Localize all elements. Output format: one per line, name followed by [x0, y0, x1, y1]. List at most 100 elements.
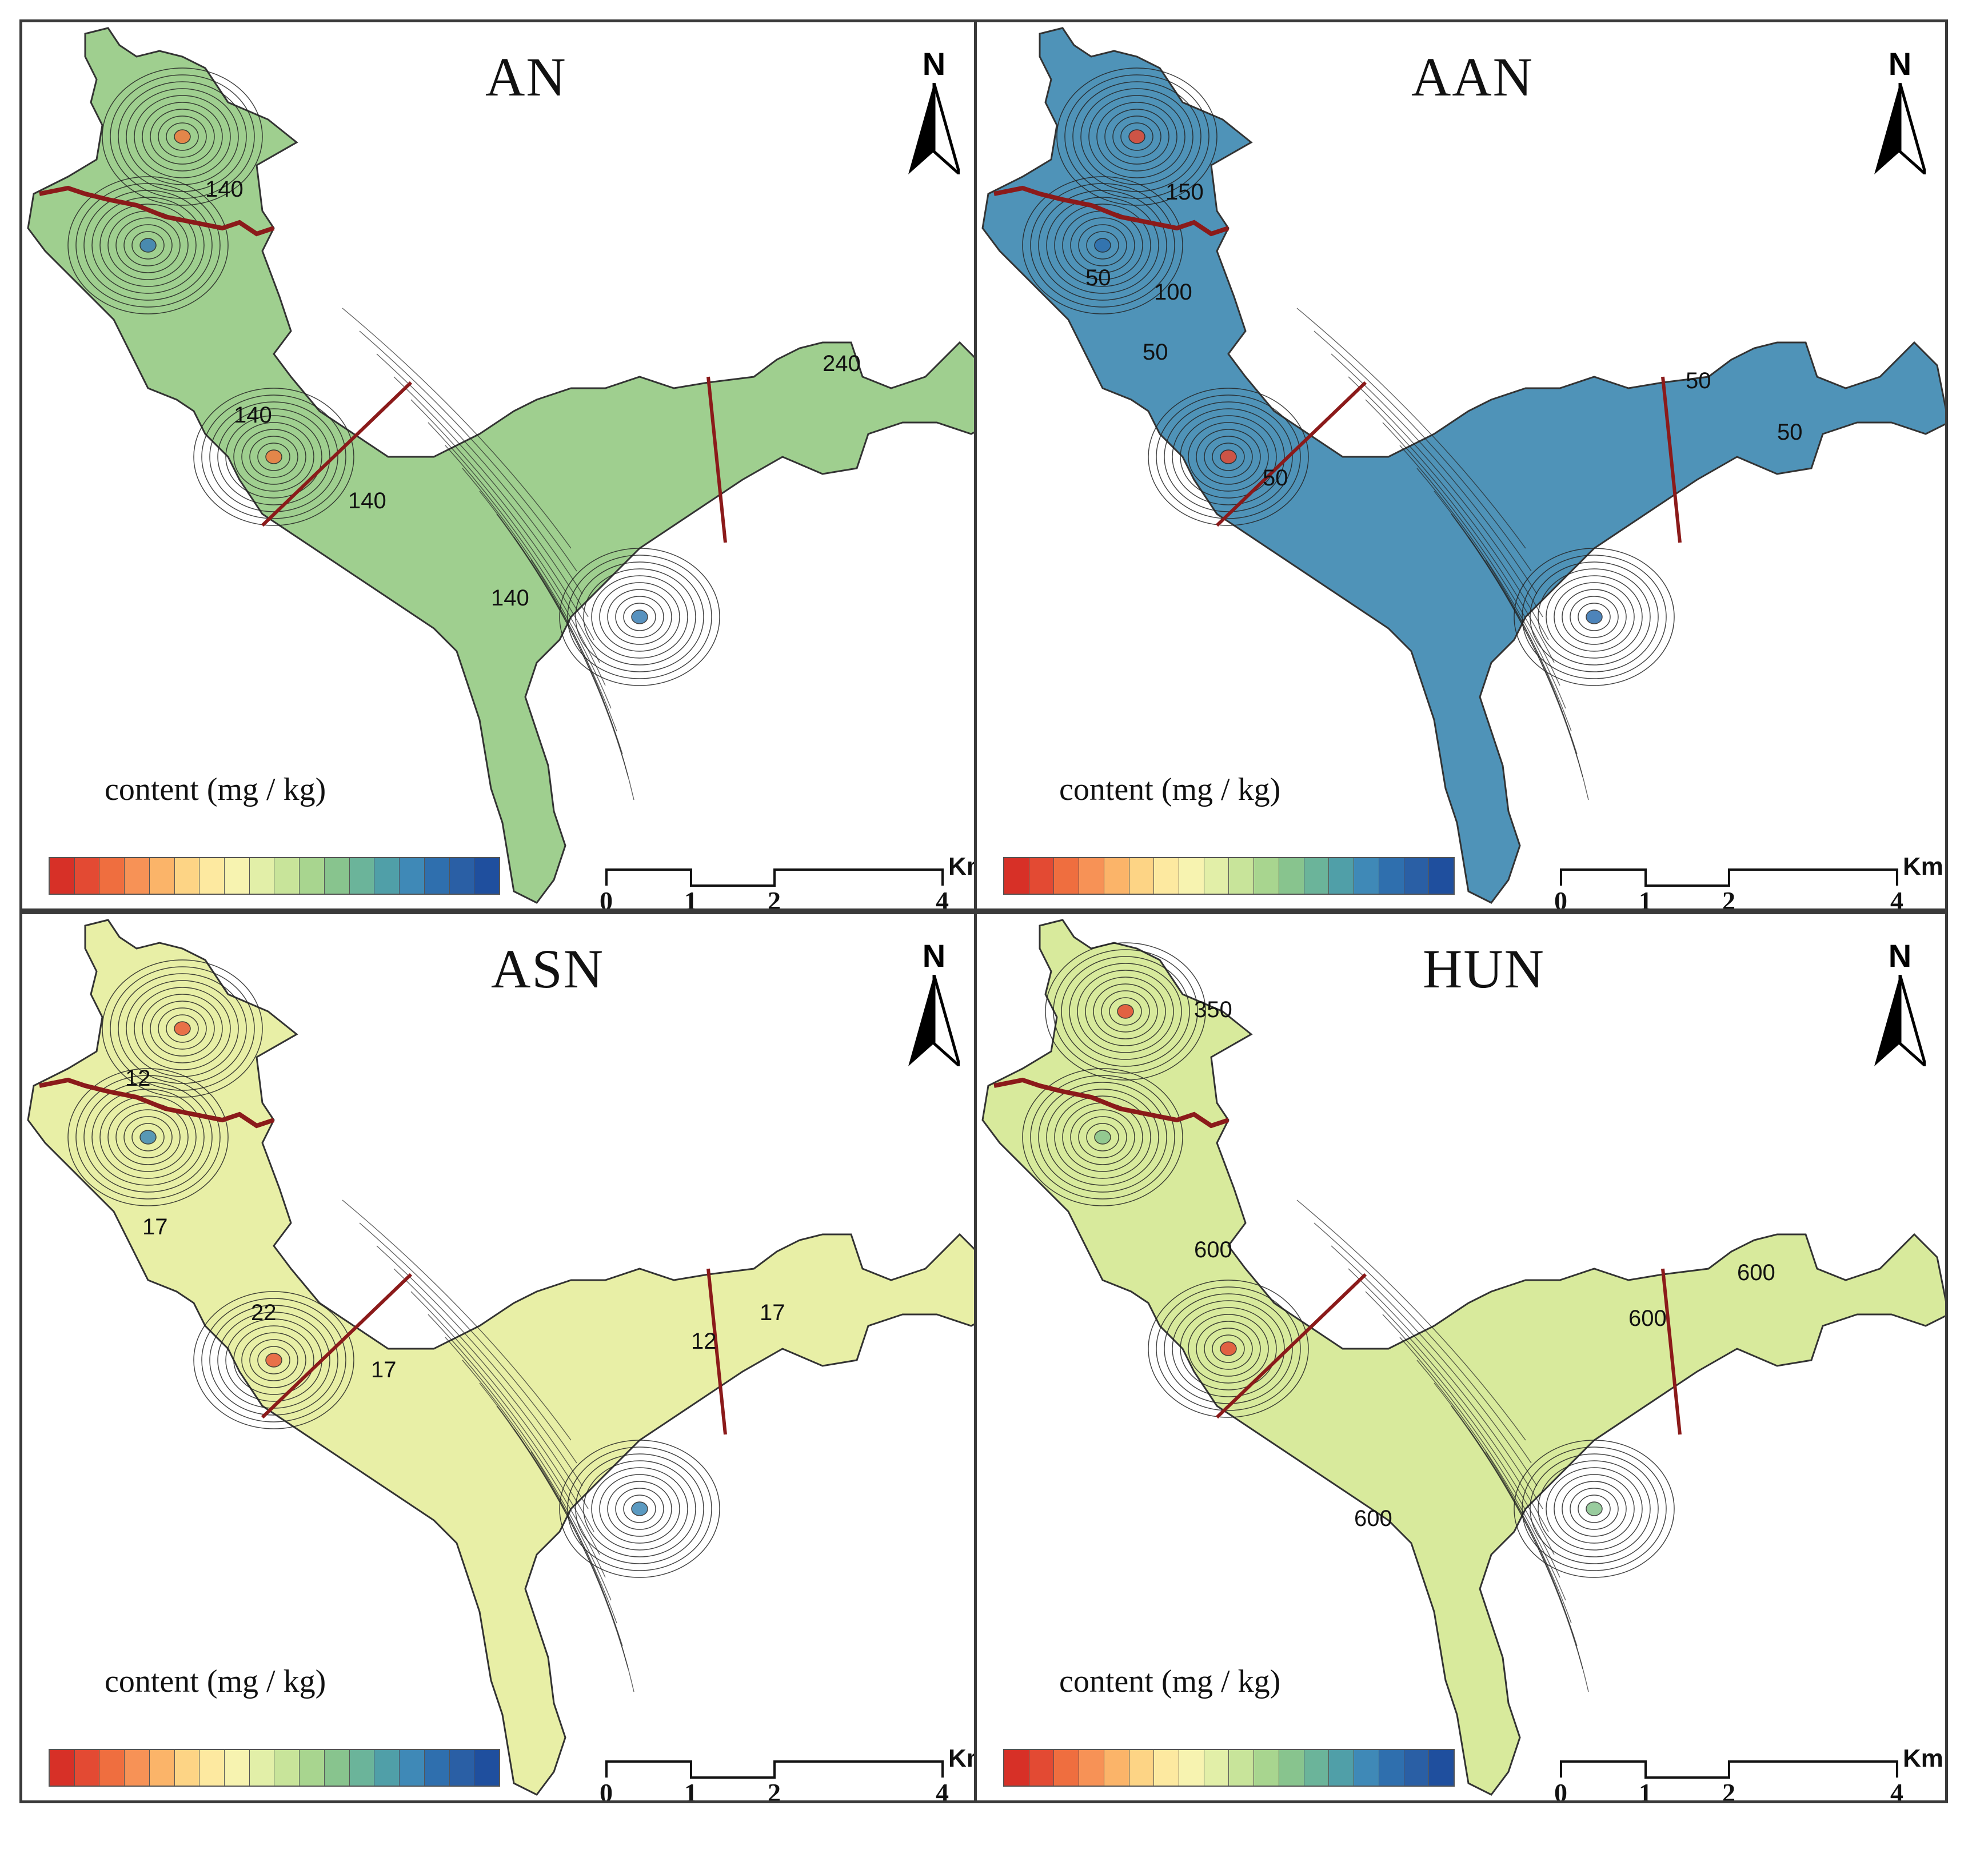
legend-color-cell [74, 858, 100, 894]
legend-color-cell [99, 1750, 125, 1786]
scale-label-0: 0 [600, 886, 613, 911]
scale-label-1: 1 [684, 1778, 697, 1803]
contour-ring [209, 401, 338, 512]
contour-line [428, 1314, 600, 1555]
contour-ring [99, 204, 197, 287]
legend-color-cell [474, 858, 499, 894]
lake-outline [981, 27, 1945, 904]
contour-ring [607, 1481, 672, 1537]
contour-ring [201, 394, 346, 519]
contour-label: 50 [1085, 265, 1111, 290]
scale-label-4: 4 [936, 1778, 949, 1803]
contour-ring [1148, 388, 1309, 526]
legend-color-cell [300, 1750, 325, 1786]
contour-line [1434, 1382, 1572, 1624]
legend-color-cell [125, 858, 150, 894]
section-line-east [1661, 376, 1682, 543]
contour-ring [110, 74, 255, 199]
contour-ring [1554, 582, 1635, 652]
north-label: N [922, 938, 946, 974]
contour-line [513, 536, 629, 778]
contour-ring [1196, 429, 1261, 485]
scale-label-2: 2 [1722, 886, 1735, 911]
legend-color-cell [1079, 1750, 1104, 1786]
legend-color-cell [1429, 1750, 1454, 1786]
contour-ring [1094, 1130, 1111, 1145]
contour-labels: 140 140 140 140 240 [205, 177, 861, 611]
scale-bar-graphic [1560, 868, 1898, 887]
legend-color-cell [1379, 858, 1404, 894]
contour-ring [118, 973, 247, 1084]
contour-ring [115, 1109, 181, 1165]
legend-color-cell [1229, 1750, 1255, 1786]
contour-ring [158, 1007, 207, 1050]
legend-color-cell [1004, 858, 1029, 894]
contour-ring [1220, 449, 1237, 464]
contour-ring [1120, 122, 1153, 151]
contour-label: 140 [348, 488, 386, 513]
contour-line [445, 445, 606, 686]
north-label: N [922, 46, 946, 82]
panel-title: AAN [1411, 46, 1534, 107]
north-arrow-icon [1874, 975, 1926, 1066]
scale-label-2: 2 [768, 886, 781, 911]
contour-ring [217, 408, 330, 505]
contour-ring [83, 190, 213, 301]
legend-color-cell [1054, 858, 1080, 894]
contour-label: 600 [1628, 1306, 1667, 1331]
contour-ring [123, 224, 173, 266]
legend-color-cell [1204, 1750, 1229, 1786]
contour-ring [134, 95, 231, 178]
panel-title: ASN [491, 938, 605, 999]
contour-ring [1164, 401, 1293, 512]
map-panel-hun: 350 600 600 600 600 HUN N content (mg / kg) … [974, 911, 1948, 1803]
contour-ring [233, 1325, 314, 1395]
contour-ring [1022, 176, 1183, 314]
legend-color-cell [99, 858, 125, 894]
section-line-east [1661, 1268, 1682, 1435]
contour-line [1314, 330, 1532, 572]
contour-ring [75, 183, 221, 308]
contour-ring [1522, 1446, 1667, 1571]
contour-ring [1046, 197, 1159, 294]
contour-ring [575, 1453, 704, 1564]
contour-ring [265, 449, 282, 464]
contour-ring [1069, 963, 1182, 1060]
contour-ring [599, 1474, 680, 1544]
contour-ring [1112, 115, 1161, 158]
contour-ring [575, 561, 704, 672]
contour-ring [142, 102, 223, 172]
lake-outline [27, 27, 991, 904]
contour-ring [1562, 589, 1627, 645]
scale-bar: 0 1 2 4 Km [600, 852, 989, 911]
lake-contour-map: 140 140 140 140 240 [27, 27, 991, 904]
north-arrow-icon [908, 83, 960, 174]
contour-line [1296, 1200, 1526, 1441]
contour-ring [139, 238, 157, 253]
legend-color-cell [1229, 858, 1255, 894]
section-line-west [1215, 1273, 1367, 1419]
contour-ring [1061, 956, 1190, 1067]
north-arrow-icon [908, 975, 960, 1066]
legend-color-cell [1404, 1750, 1430, 1786]
contour-ring [209, 1305, 338, 1416]
contour-ring [139, 1130, 157, 1145]
contour-line [1296, 308, 1526, 549]
contour-ring [1546, 575, 1643, 659]
legend-color-cell [1304, 858, 1330, 894]
contour-ring [1078, 1116, 1127, 1158]
contour-ring [567, 555, 712, 679]
contour-line [1468, 1428, 1583, 1669]
legend-color-cell [400, 858, 425, 894]
legend-color-bar [49, 1749, 500, 1787]
contour-line [342, 1200, 572, 1441]
contour-ring [150, 109, 215, 165]
legend-color-cell [249, 1750, 275, 1786]
legend-color-cell [324, 1750, 350, 1786]
contour-line [410, 399, 594, 640]
contour-ring [1188, 422, 1269, 492]
contour-lines [67, 67, 720, 800]
contour-line [530, 559, 634, 800]
legend-color-cell [374, 858, 400, 894]
scale-bar-graphic [605, 1760, 944, 1779]
